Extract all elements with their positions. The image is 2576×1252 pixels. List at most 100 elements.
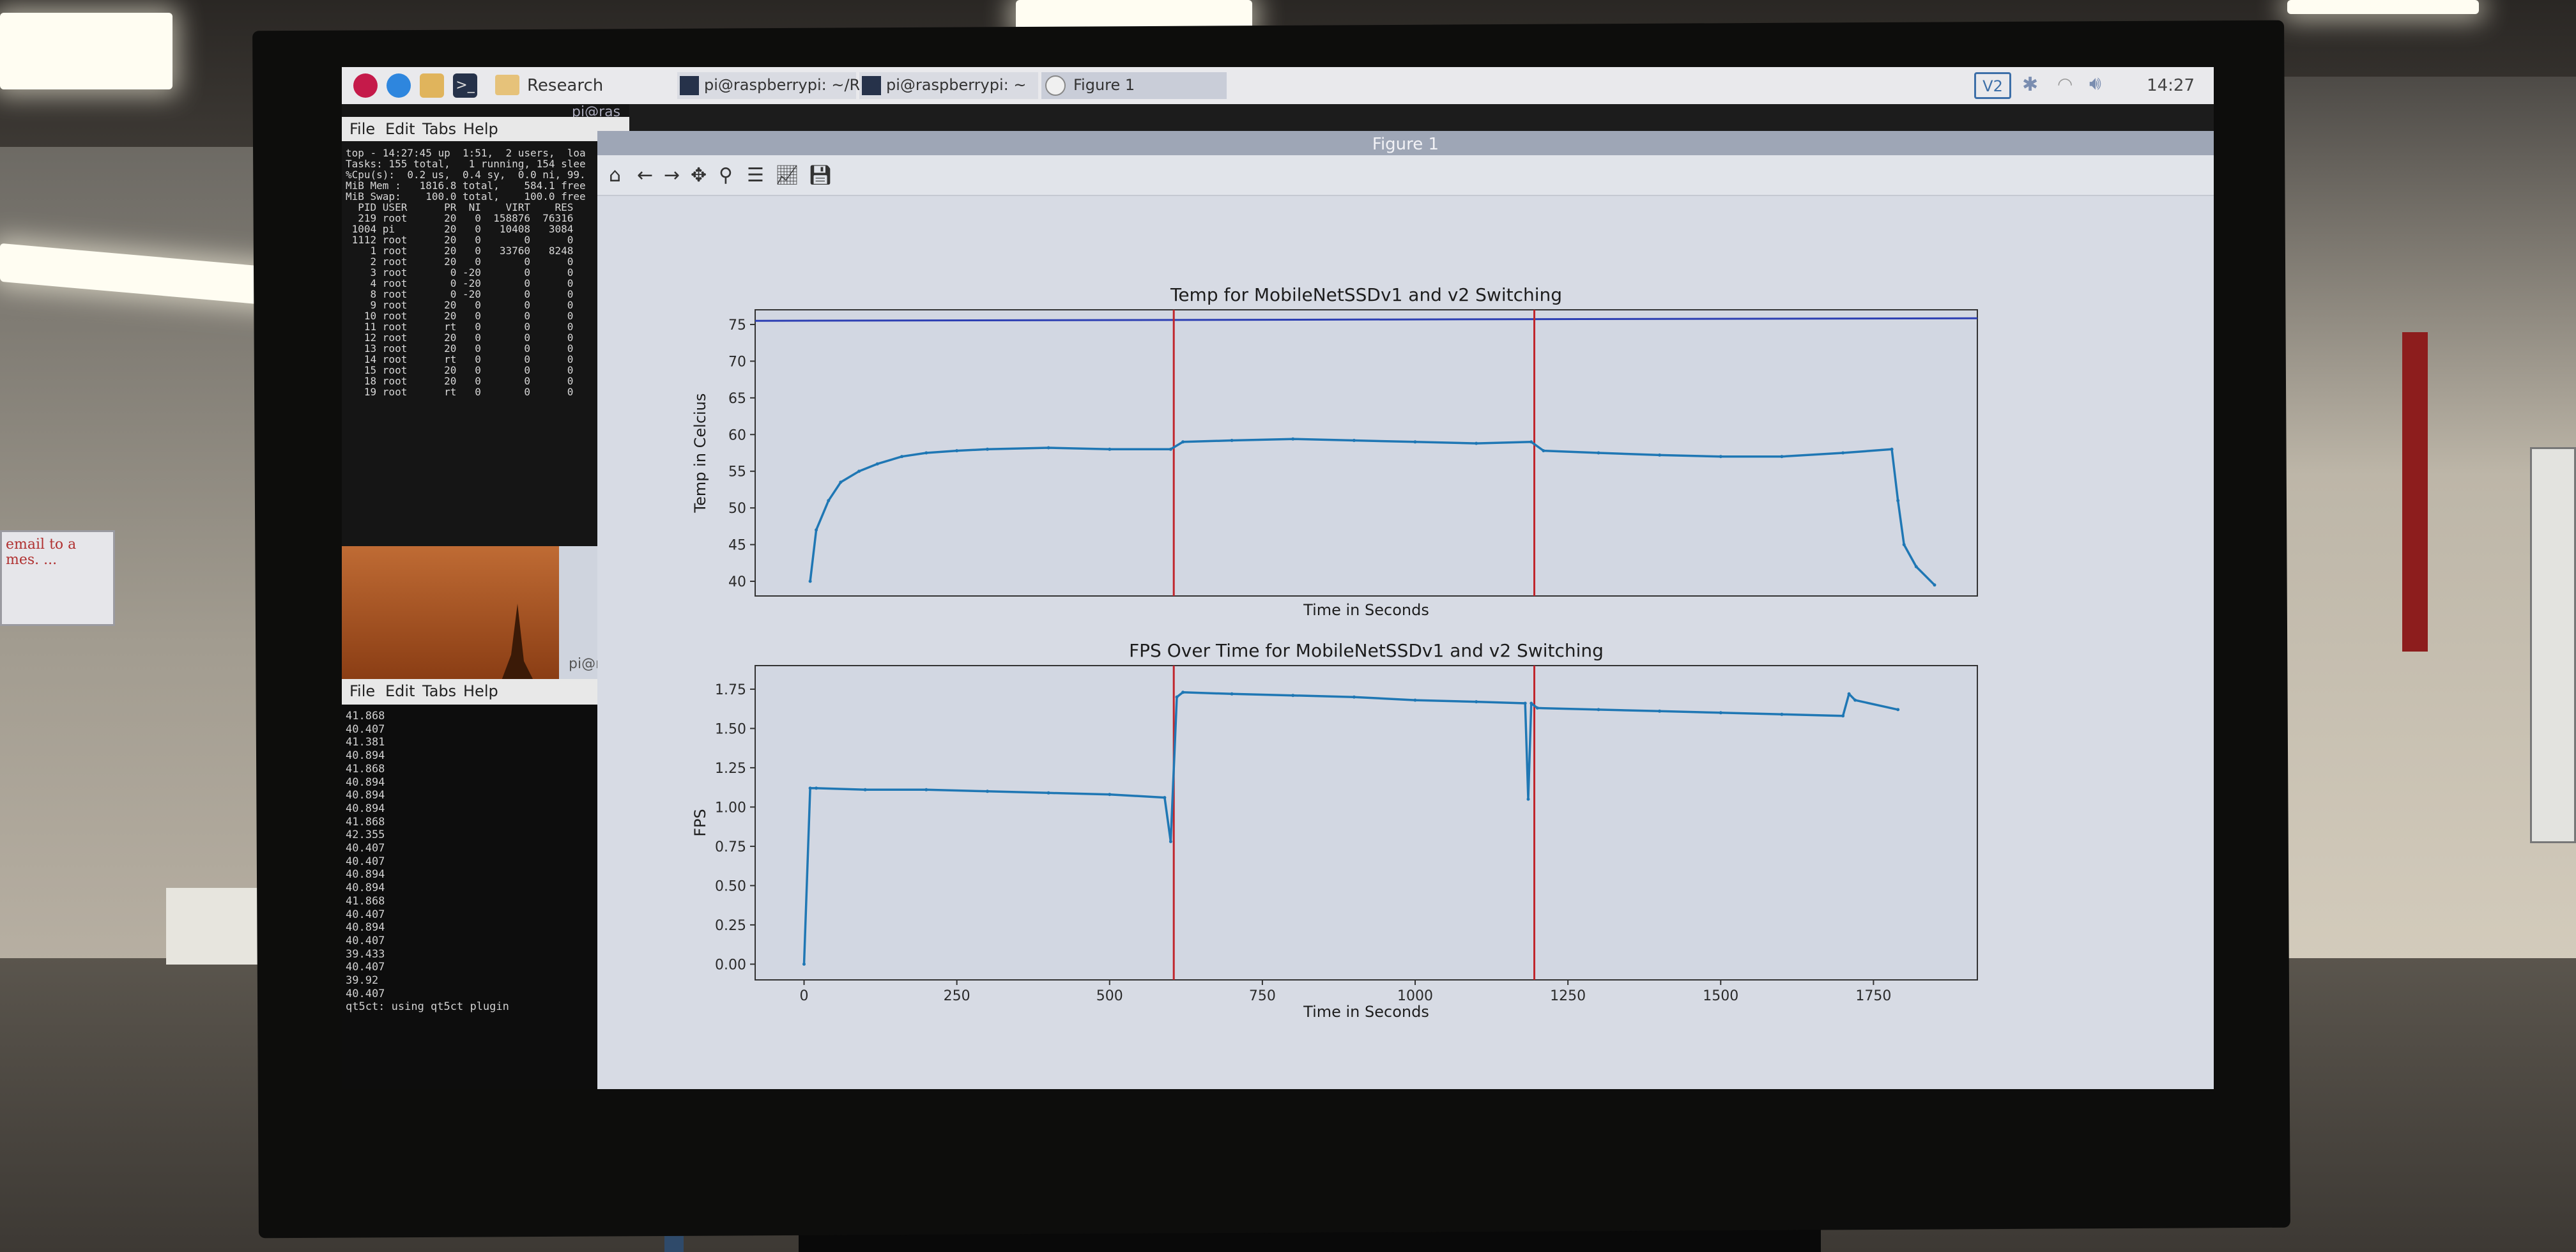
data-point [900, 455, 904, 459]
home-icon[interactable]: ⌂ [609, 164, 622, 187]
terminal-window-bottom[interactable]: File Edit Tabs Help pi@raspberr 41.86840… [342, 656, 655, 1089]
taskbar-task-figure[interactable]: Figure 1 [1041, 72, 1227, 99]
x-tick-label: 250 [944, 988, 970, 1004]
terminal-line: 41.868 [346, 815, 385, 828]
terminal-line: 40.407 [346, 842, 385, 855]
clock[interactable]: 14:27 [2147, 76, 2195, 95]
data-point [815, 786, 818, 790]
box [166, 888, 262, 965]
chart-title: FPS Over Time for MobileNetSSDv1 and v2 … [1129, 640, 1604, 661]
y-tick-label: 70 [728, 354, 746, 370]
pan-icon[interactable]: ✥ [691, 164, 707, 187]
terminal-line: 2 root 20 0 0 0 [346, 256, 574, 268]
data-point [1597, 708, 1600, 712]
menu-edit[interactable]: Edit [385, 120, 415, 138]
data-point [1597, 451, 1600, 455]
data-point [1658, 453, 1662, 457]
wifi-icon[interactable]: ◠ [2057, 73, 2073, 95]
data-point [875, 462, 879, 466]
menu-tabs[interactable]: Tabs [422, 682, 457, 700]
terminal-line: 42.355 [346, 828, 385, 842]
terminal-line: 11 root rt 0 0 0 [346, 321, 574, 333]
file-manager-icon[interactable] [420, 73, 444, 98]
terminal-line: PID USER PR NI VIRT RES [346, 201, 574, 213]
menu-file[interactable]: File [349, 682, 376, 700]
data-point [1896, 708, 1900, 712]
terminal-icon[interactable]: >_ [453, 73, 477, 98]
taskbar-task-label: pi@raspberrypi: ~ [886, 76, 1027, 94]
data-point [1523, 701, 1527, 705]
taskbar: >_ Research pi@raspberrypi: ~/Re... pi@r… [342, 67, 2214, 104]
menu-file[interactable]: File [349, 120, 376, 138]
menu-help[interactable]: Help [463, 682, 498, 700]
figure-canvas[interactable]: Temp for MobileNetSSDv1 and v2 Switching… [597, 196, 2214, 1089]
terminal-line: 41.381 [346, 736, 385, 749]
volume-icon[interactable]: 🔊︎ [2089, 72, 2101, 95]
vnc-icon[interactable]: V2 [1974, 72, 2011, 99]
terminal-line: %Cpu(s): 0.2 us, 0.4 sy, 0.0 ni, 99. [346, 169, 586, 181]
back-icon[interactable]: ← [637, 164, 654, 187]
terminal-line: 40.407 [346, 722, 385, 736]
y-tick-label: 1.50 [715, 721, 746, 737]
terminal-line: 40.407 [346, 987, 385, 1000]
x-tick-label: 1500 [1703, 988, 1738, 1004]
terminal-window-top[interactable]: pi@ras File Edit Tabs Help top - 14:27:4… [342, 104, 629, 583]
zoom-icon[interactable]: ⚲ [719, 164, 733, 187]
data-point [827, 499, 831, 503]
x-tick-label: 1250 [1550, 988, 1586, 1004]
terminal-line: 4 root 0 -20 0 0 [346, 277, 574, 289]
data-point [1108, 447, 1112, 451]
terminal-bottom-menubar: File Edit Tabs Help [342, 679, 629, 705]
menu-edit[interactable]: Edit [385, 682, 415, 700]
terminal-line: Tasks: 155 total, 1 running, 154 slee [346, 158, 586, 170]
x-tick-label: 1000 [1397, 988, 1433, 1004]
terminal-line: 40.894 [346, 868, 385, 882]
whiteboard-left: email to a mes. ... [0, 530, 115, 626]
y-tick-label: 55 [728, 464, 746, 480]
terminal-line: 18 root 20 0 0 0 [346, 375, 574, 387]
bluetooth-icon[interactable]: ✱ [2022, 73, 2039, 96]
taskbar-task-label: pi@raspberrypi: ~/Re... [704, 76, 884, 94]
y-tick-label: 0.25 [715, 918, 746, 934]
terminal-line: 40.407 [346, 961, 385, 974]
data-point [1914, 565, 1918, 569]
data-point [1933, 583, 1936, 587]
terminal-line: 40.894 [346, 882, 385, 895]
menu-help[interactable]: Help [463, 120, 498, 138]
y-tick-label: 40 [728, 574, 746, 590]
x-tick-label: 1750 [1855, 988, 1891, 1004]
terminal-line: 1004 pi 20 0 10408 3084 [346, 223, 574, 235]
taskbar-folder-research[interactable]: Research [495, 72, 655, 99]
y-tick-label: 60 [728, 427, 746, 443]
menu-tabs[interactable]: Tabs [422, 120, 457, 138]
save-icon[interactable]: 💾︎ [808, 164, 833, 187]
forward-icon[interactable]: → [664, 164, 680, 187]
configure-subplots-icon[interactable]: ☰ [747, 164, 764, 187]
raspberry-menu-icon[interactable] [353, 73, 378, 98]
taskbar-task-terminal-research[interactable]: pi@raspberrypi: ~/Re... [677, 72, 884, 99]
taskbar-task-terminal-home[interactable]: pi@raspberrypi: ~ [859, 72, 1038, 99]
matplotlib-icon [1045, 75, 1066, 96]
terminal-line: 40.894 [346, 775, 385, 789]
data-point [815, 528, 818, 532]
y-tick-label: 1.25 [715, 761, 746, 777]
data-point [986, 790, 989, 793]
data-point [1853, 698, 1857, 702]
terminal-line: 40.894 [346, 789, 385, 802]
edit-axis-icon[interactable]: 📈︎ [775, 164, 800, 187]
ceiling-light-right [2287, 0, 2479, 14]
y-tick-label: 45 [728, 538, 746, 554]
top-output: top - 14:27:45 up 1:51, 2 users, loa Task… [346, 148, 627, 397]
x-axis-label: Time in Seconds [1303, 1003, 1429, 1021]
data-point [1475, 441, 1478, 445]
figure-titlebar[interactable]: Figure 1 [597, 131, 2214, 155]
ceiling-light-left [0, 13, 172, 89]
browser-icon[interactable] [387, 73, 411, 98]
figure-window[interactable]: Figure 1 ⌂ ← → ✥ ⚲ ☰ 📈︎ 💾︎ Temp for Mobi… [597, 131, 2214, 1089]
data-point [808, 786, 812, 790]
monitor-screen: >_ Research pi@raspberrypi: ~/Re... pi@r… [342, 67, 2214, 1089]
data-point [924, 788, 928, 791]
y-tick-label: 0.00 [715, 957, 746, 973]
x-tick-label: 500 [1096, 988, 1123, 1004]
data-point [1413, 698, 1417, 702]
